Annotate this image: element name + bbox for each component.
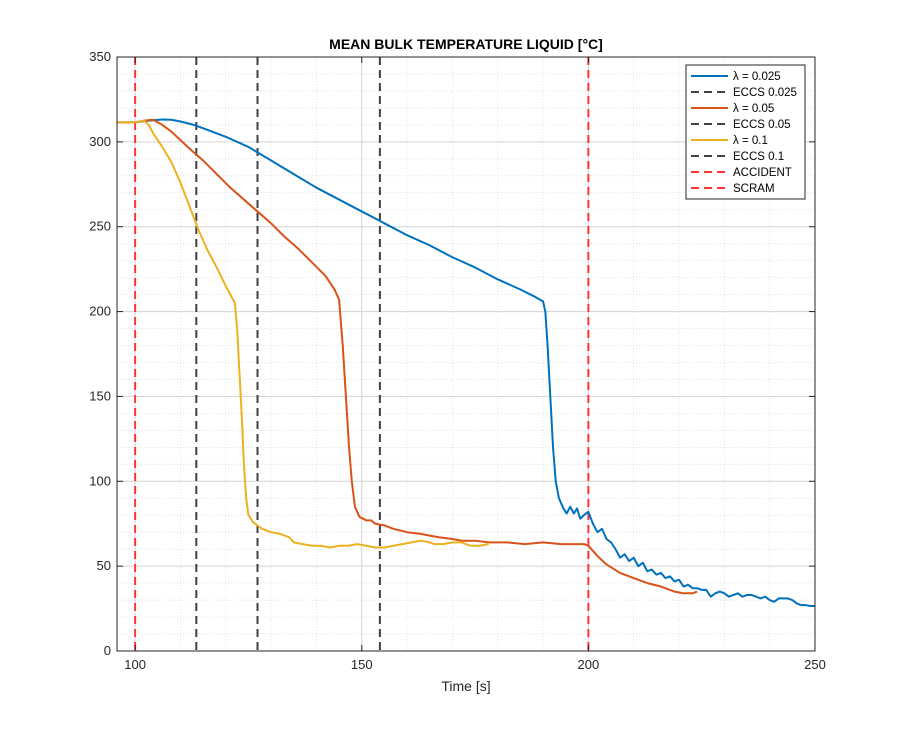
- y-tick-label: 100: [89, 473, 111, 488]
- axes-box: [116, 56, 816, 652]
- minor-grid: [117, 57, 815, 651]
- x-axis-label: Time [s]: [441, 678, 490, 694]
- y-tick-label: 250: [89, 219, 111, 234]
- chart-title: MEAN BULK TEMPERATURE LIQUID [°C]: [329, 36, 603, 52]
- event-lines: [134, 57, 590, 651]
- series-lines: [117, 118, 815, 608]
- y-tick-label: 50: [97, 558, 111, 573]
- legend-label: λ = 0.025: [733, 71, 781, 83]
- axis-ticks: 100 150 200 250 0 50 100 150 200 250 300 350: [89, 49, 826, 672]
- legend-label: ECCS 0.05: [733, 119, 791, 131]
- legend-label: ECCS 0.1: [733, 151, 784, 163]
- x-tick-label: 100: [124, 657, 146, 672]
- series-line-0-025: [117, 118, 815, 608]
- x-tick-label: 200: [578, 657, 600, 672]
- legend-label: λ = 0.05: [733, 103, 774, 115]
- x-tick-label: 150: [351, 657, 373, 672]
- legend-box: [685, 64, 806, 200]
- legend: λ = 0.025 ECCS 0.025 λ = 0.05 ECCS 0.05 λ = …: [685, 64, 806, 200]
- y-tick-label: 350: [89, 49, 111, 64]
- legend-label: ACCIDENT: [733, 167, 792, 179]
- legend-label: ECCS 0.025: [733, 87, 797, 99]
- y-tick-label: 0: [104, 643, 111, 658]
- y-tick-label: 200: [89, 304, 111, 319]
- x-tick-label: 250: [804, 657, 826, 672]
- series-line-0-1: [117, 119, 489, 549]
- legend-label: λ = 0.1: [733, 135, 768, 147]
- series-line-0-05: [117, 118, 698, 595]
- y-tick-label: 150: [89, 388, 111, 403]
- legend-label: SCRAM: [733, 183, 775, 195]
- y-tick-label: 300: [89, 134, 111, 149]
